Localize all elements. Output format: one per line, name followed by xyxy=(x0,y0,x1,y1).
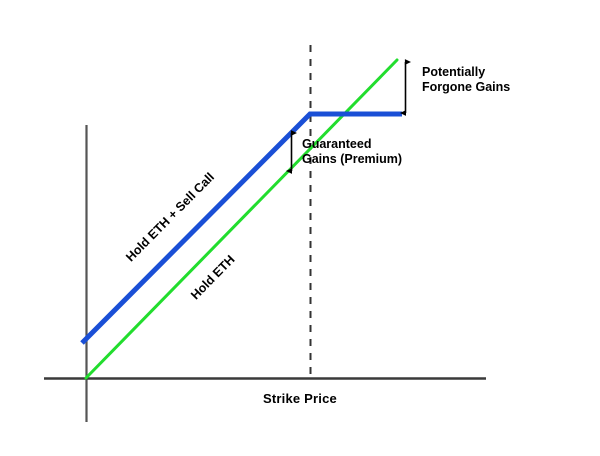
annotation-guaranteed-gains-premium: Guaranteed Gains (Premium) xyxy=(302,137,402,168)
annotation-forgone-line-1: Potentially xyxy=(422,65,486,79)
x-axis-title: Strike Price xyxy=(263,391,337,406)
annotation-guaranteed-line-2: Gains (Premium) xyxy=(302,152,403,167)
series-line-hold-eth-sell-call xyxy=(80,111,402,345)
annotation-potentially-forgone-gains: Potentially Forgone Gains xyxy=(422,65,510,96)
annotation-forgone-line-2: Forgone Gains xyxy=(422,80,511,95)
series-line-hold-eth xyxy=(84,58,399,380)
annotation-guaranteed-line-1: Guaranteed xyxy=(302,137,372,151)
